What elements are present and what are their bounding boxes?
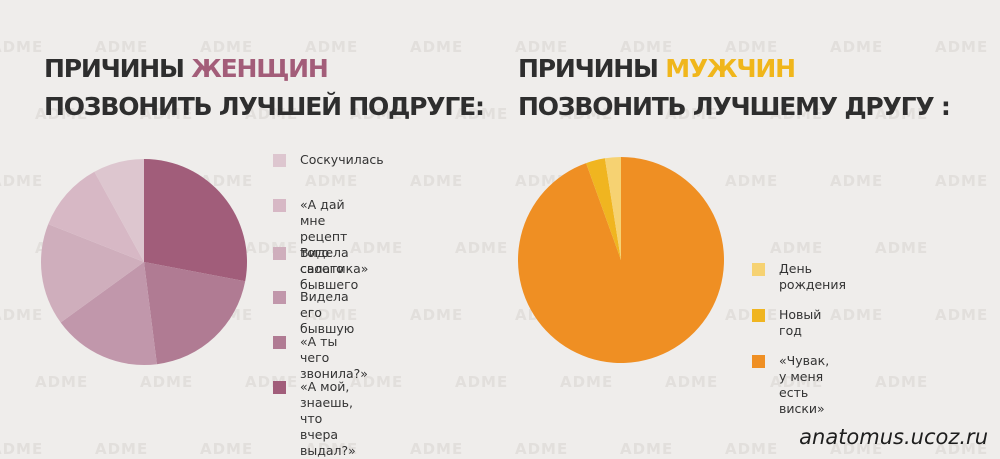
men-pie-slice-3 bbox=[604, 157, 621, 260]
women-legend-item: Соскучилась bbox=[273, 152, 384, 168]
women-pie-slice-2 bbox=[144, 262, 246, 365]
women-chart-title: ПРИЧИНЫ ЖЕНЩИН ПОЗВОНИТЬ ЛУЧШЕЙ ПОДРУГЕ: bbox=[44, 50, 485, 126]
men-legend-swatch bbox=[752, 355, 765, 368]
watermark-text: ADME bbox=[0, 306, 44, 324]
women-legend-swatch bbox=[273, 247, 286, 260]
men-legend-item: День рождения bbox=[752, 261, 846, 293]
men-chart-title: ПРИЧИНЫ МУЖЧИН ПОЗВОНИТЬ ЛУЧШЕМУ ДРУГУ : bbox=[518, 50, 951, 126]
men-legend-swatch bbox=[752, 263, 765, 276]
men-legend-label: Новый год bbox=[779, 307, 822, 338]
watermark-text: ADME bbox=[620, 440, 674, 458]
women-legend-item: «А дай мне рецепт того салатика» bbox=[273, 197, 368, 277]
watermark-text: ADME bbox=[935, 306, 989, 324]
watermark-text: ADME bbox=[200, 440, 254, 458]
men-legend-label: День рождения bbox=[779, 261, 846, 292]
watermark-text: ADME bbox=[455, 373, 509, 391]
site-footer-link[interactable]: anatomus.ucoz.ru bbox=[799, 425, 988, 449]
watermark-text: ADME bbox=[770, 239, 824, 257]
women-title-line2: ПОЗВОНИТЬ ЛУЧШЕЙ ПОДРУГЕ: bbox=[44, 92, 485, 121]
watermark-text: ADME bbox=[410, 172, 464, 190]
watermark-text: ADME bbox=[410, 440, 464, 458]
women-legend-item: Видела его бывшую bbox=[273, 289, 354, 337]
women-legend-label: Видела своего бывшего bbox=[300, 245, 359, 292]
women-pie-slice-3 bbox=[60, 262, 157, 365]
men-pie-chart bbox=[518, 157, 724, 363]
watermark-text: ADME bbox=[140, 373, 194, 391]
men-title-line2: ПОЗВОНИТЬ ЛУЧШЕМУ ДРУГУ : bbox=[518, 92, 951, 121]
watermark-text: ADME bbox=[515, 440, 569, 458]
watermark-text: ADME bbox=[455, 239, 509, 257]
women-legend-swatch bbox=[273, 381, 286, 394]
women-legend-label: «А мой, знаешь, что вчера выдал?» bbox=[300, 379, 356, 458]
men-pie-slice-2 bbox=[586, 158, 621, 260]
watermark-text: ADME bbox=[35, 373, 89, 391]
men-legend-item: Новый год bbox=[752, 307, 821, 339]
women-legend-label: Соскучилась bbox=[300, 152, 384, 167]
watermark-text: ADME bbox=[935, 172, 989, 190]
watermark-text: ADME bbox=[830, 306, 884, 324]
women-title-highlight: ЖЕНЩИН bbox=[191, 54, 329, 83]
watermark-text: ADME bbox=[410, 306, 464, 324]
women-legend-swatch bbox=[273, 291, 286, 304]
women-pie-slice-1 bbox=[144, 159, 247, 282]
watermark-text: ADME bbox=[875, 239, 929, 257]
women-legend-item: «А мой, знаешь, что вчера выдал?» bbox=[273, 379, 356, 459]
women-legend-swatch bbox=[273, 336, 286, 349]
watermark-text: ADME bbox=[665, 373, 719, 391]
men-title-highlight: МУЖЧИН bbox=[665, 54, 796, 83]
men-legend-swatch bbox=[752, 309, 765, 322]
watermark-text: ADME bbox=[95, 440, 149, 458]
women-pie-slice-4 bbox=[40, 224, 144, 323]
watermark-text: ADME bbox=[0, 38, 44, 56]
women-pie-slice-5 bbox=[48, 171, 145, 262]
watermark-text: ADME bbox=[725, 172, 779, 190]
men-legend-label: «Чувак, у меня есть виски» bbox=[779, 353, 830, 416]
women-legend-swatch bbox=[273, 199, 286, 212]
women-legend-label: Видела его бывшую bbox=[300, 289, 355, 336]
watermark-text: ADME bbox=[0, 172, 44, 190]
watermark-text: ADME bbox=[725, 440, 779, 458]
women-legend-swatch bbox=[273, 154, 286, 167]
women-legend-label: «А ты чего звонила?» bbox=[300, 334, 368, 381]
women-legend-item: «А ты чего звонила?» bbox=[273, 334, 368, 382]
watermark-text: ADME bbox=[560, 373, 614, 391]
watermark-text: ADME bbox=[875, 373, 929, 391]
men-legend-item: «Чувак, у меня есть виски» bbox=[752, 353, 829, 417]
watermark-text: ADME bbox=[305, 172, 359, 190]
women-legend-item: Видела своего бывшего bbox=[273, 245, 358, 293]
watermark-text: ADME bbox=[830, 172, 884, 190]
women-pie-chart bbox=[40, 159, 247, 365]
women-legend-label: «А дай мне рецепт того салатика» bbox=[300, 197, 369, 276]
women-pie-slice-6 bbox=[94, 159, 144, 262]
watermark-text: ADME bbox=[0, 440, 44, 458]
